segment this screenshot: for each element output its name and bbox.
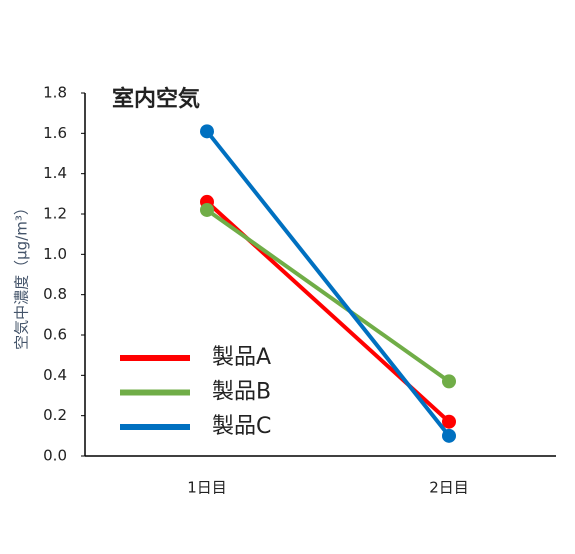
data-point [200, 202, 214, 217]
y-tick-label: 1.6 [43, 124, 67, 142]
x-tick-label: 1日目 [187, 479, 227, 497]
x-tick-label: 2日目 [429, 479, 469, 497]
legend-label: 製品C [212, 414, 271, 439]
series-line [205, 130, 451, 438]
series-line [205, 208, 451, 384]
y-tick-label: 1.4 [43, 164, 67, 182]
y-tick-label: 0.8 [43, 285, 67, 303]
data-point [442, 428, 456, 443]
legend-label: 製品A [212, 345, 271, 370]
y-tick-label: 1.2 [43, 205, 67, 223]
chart-title: 室内空気 [112, 86, 200, 112]
y-tick-label: 0.6 [43, 326, 67, 344]
data-point [442, 374, 456, 389]
y-tick-label: 1.0 [43, 245, 67, 263]
y-tick-label: 0.0 [43, 447, 67, 465]
y-tick-label: 0.2 [43, 406, 67, 424]
legend-label: 製品B [212, 380, 271, 405]
data-point [200, 124, 214, 139]
y-axis-label: 空気中濃度（μg/m³） [13, 200, 31, 350]
y-tick-label: 1.8 [43, 84, 67, 102]
data-point [442, 414, 456, 429]
y-tick-label: 0.4 [43, 366, 67, 384]
